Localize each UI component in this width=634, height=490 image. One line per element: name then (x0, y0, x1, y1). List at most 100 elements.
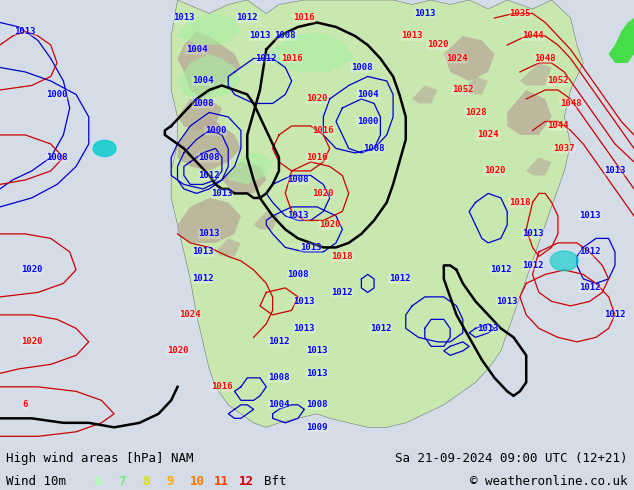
Polygon shape (526, 157, 552, 175)
Circle shape (93, 140, 116, 156)
Text: 1052: 1052 (452, 85, 474, 95)
Text: 1008: 1008 (306, 400, 328, 409)
Text: 1008: 1008 (351, 63, 372, 72)
Polygon shape (178, 31, 241, 99)
Text: 1048: 1048 (560, 99, 581, 108)
Text: 1044: 1044 (547, 122, 569, 130)
Text: 1020: 1020 (484, 167, 505, 175)
Polygon shape (178, 198, 241, 243)
Text: 1013: 1013 (579, 211, 600, 220)
Text: 1000: 1000 (46, 90, 68, 99)
Text: 7: 7 (118, 475, 126, 488)
Text: 1012: 1012 (522, 261, 543, 270)
Text: 1013: 1013 (496, 297, 518, 306)
Polygon shape (609, 18, 634, 63)
Polygon shape (216, 239, 241, 256)
Polygon shape (178, 99, 222, 130)
Polygon shape (520, 63, 552, 85)
Text: 1012: 1012 (579, 283, 600, 293)
Text: 1020: 1020 (21, 337, 42, 346)
Text: 1013: 1013 (198, 229, 220, 239)
Text: 1013: 1013 (294, 297, 315, 306)
Text: 1013: 1013 (604, 167, 626, 175)
Text: 1012: 1012 (490, 266, 512, 274)
Text: 1020: 1020 (167, 346, 188, 355)
Text: 1016: 1016 (294, 14, 315, 23)
Text: 1012: 1012 (579, 247, 600, 256)
Text: 1013: 1013 (477, 324, 499, 333)
Text: 1013: 1013 (15, 27, 36, 36)
Text: 6: 6 (23, 400, 28, 409)
Polygon shape (507, 90, 552, 135)
Polygon shape (412, 85, 437, 103)
Text: 1012: 1012 (198, 171, 220, 180)
Text: 1008: 1008 (275, 31, 296, 41)
Text: 1035: 1035 (509, 9, 531, 18)
Text: Sa 21-09-2024 09:00 UTC (12+21): Sa 21-09-2024 09:00 UTC (12+21) (395, 452, 628, 465)
Text: 1012: 1012 (236, 14, 258, 23)
Polygon shape (254, 211, 279, 229)
Polygon shape (178, 117, 241, 171)
Text: 1016: 1016 (211, 382, 233, 392)
Text: 1013: 1013 (401, 31, 423, 41)
Text: 1004: 1004 (268, 400, 290, 409)
Text: 1052: 1052 (547, 76, 569, 85)
Text: 1018: 1018 (332, 252, 353, 261)
Text: 1000: 1000 (357, 117, 378, 126)
Text: 1008: 1008 (268, 373, 290, 382)
Text: 1008: 1008 (192, 99, 214, 108)
Text: 1004: 1004 (186, 45, 207, 54)
Circle shape (550, 251, 578, 271)
Polygon shape (444, 36, 495, 81)
Text: 1012: 1012 (604, 310, 626, 319)
Text: 1044: 1044 (522, 31, 543, 41)
Text: 1004: 1004 (192, 76, 214, 85)
Text: 1013: 1013 (300, 243, 321, 252)
Polygon shape (171, 0, 583, 427)
Text: 1016: 1016 (281, 54, 302, 63)
Text: 1016: 1016 (306, 153, 328, 162)
Text: 1020: 1020 (319, 220, 340, 229)
Text: 1020: 1020 (21, 266, 42, 274)
Text: 1013: 1013 (192, 247, 214, 256)
Text: 11: 11 (214, 475, 230, 488)
Text: 1048: 1048 (534, 54, 556, 63)
Text: 10: 10 (190, 475, 205, 488)
Text: 1013: 1013 (522, 229, 543, 239)
Text: 1012: 1012 (268, 337, 290, 346)
Text: 8: 8 (142, 475, 150, 488)
Text: 1008: 1008 (287, 175, 309, 184)
Text: 1009: 1009 (306, 423, 328, 432)
Text: 1013: 1013 (287, 211, 309, 220)
Text: 1013: 1013 (306, 369, 328, 378)
Text: 1024: 1024 (446, 54, 467, 63)
Text: 1018: 1018 (509, 198, 531, 207)
Text: 1012: 1012 (192, 274, 214, 283)
Polygon shape (266, 31, 355, 72)
Text: 1020: 1020 (313, 189, 334, 198)
Text: 1013: 1013 (306, 346, 328, 355)
Polygon shape (222, 162, 266, 194)
Text: Wind 10m: Wind 10m (6, 475, 67, 488)
Text: 9: 9 (166, 475, 174, 488)
Text: 1024: 1024 (179, 310, 201, 319)
Text: © weatheronline.co.uk: © weatheronline.co.uk (470, 475, 628, 488)
Text: 1008: 1008 (363, 144, 385, 153)
Text: 1012: 1012 (389, 274, 410, 283)
Text: 1012: 1012 (332, 288, 353, 297)
Text: 1004: 1004 (357, 90, 378, 99)
Text: 1013: 1013 (249, 31, 271, 41)
Text: 1008: 1008 (198, 153, 220, 162)
Text: 1020: 1020 (427, 41, 448, 49)
Polygon shape (178, 54, 241, 99)
Text: 1008: 1008 (287, 270, 309, 279)
Polygon shape (463, 76, 488, 95)
Text: 1037: 1037 (553, 144, 575, 153)
Text: High wind areas [hPa] NAM: High wind areas [hPa] NAM (6, 452, 194, 465)
Text: 1008: 1008 (46, 153, 68, 162)
Text: 6: 6 (94, 475, 101, 488)
Text: 1028: 1028 (465, 108, 486, 117)
Text: Bft: Bft (264, 475, 286, 488)
Text: 1013: 1013 (414, 9, 436, 18)
Text: 1012: 1012 (370, 324, 391, 333)
